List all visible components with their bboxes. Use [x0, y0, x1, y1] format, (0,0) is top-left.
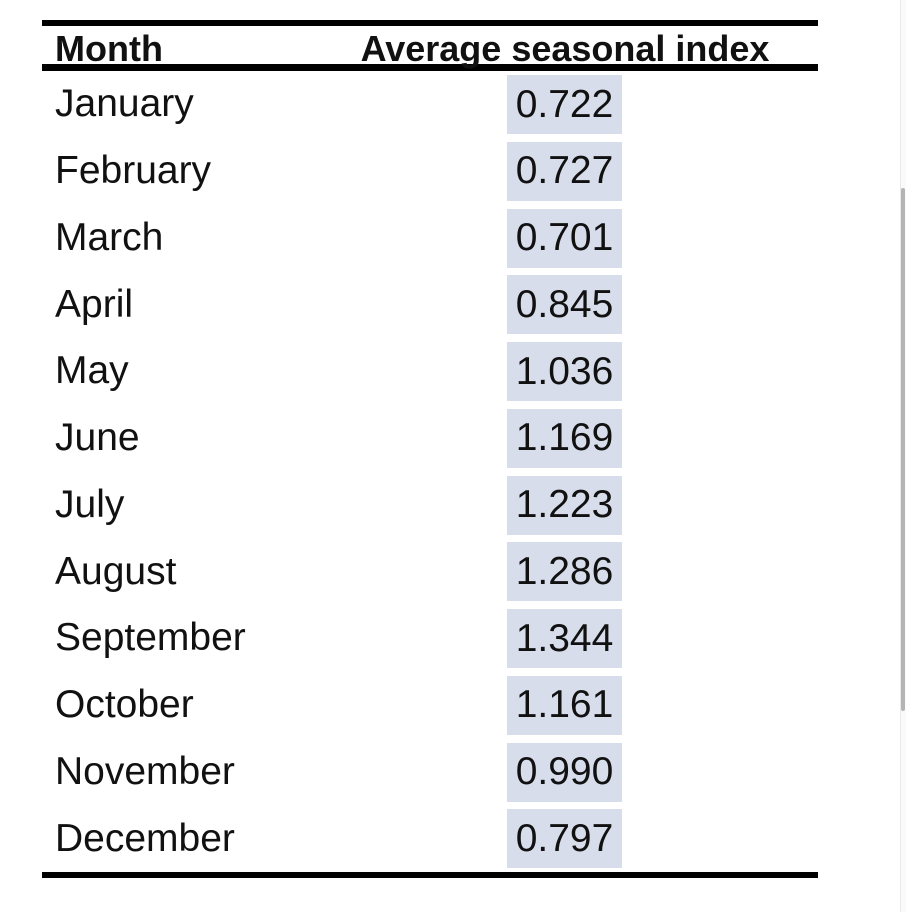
column-header-month: Month [55, 28, 163, 69]
table-row: April 0.845 [42, 271, 818, 338]
table-row: June 1.169 [42, 405, 818, 472]
month-label: January [55, 82, 194, 126]
month-label: September [55, 616, 246, 660]
table-row: December 0.797 [42, 805, 818, 872]
column-header-average-seasonal-index: Average seasonal index [360, 28, 770, 69]
value-cell: 1.036 [507, 342, 622, 401]
value-cell: 1.286 [507, 542, 622, 602]
table-body: January 0.722 February 0.727 March 0.701… [42, 71, 818, 872]
scrollbar-thumb[interactable] [901, 188, 905, 711]
value-cell: 1.223 [507, 475, 622, 535]
table-row: August 1.286 [42, 538, 818, 605]
value-cell: 0.727 [507, 141, 622, 201]
table-row: July 1.223 [42, 472, 818, 539]
table-row: February 0.727 [42, 138, 818, 205]
month-label: August [55, 549, 177, 593]
table-bottom-rule [42, 872, 818, 878]
table-row: March 0.701 [42, 205, 818, 272]
table-header: Month Average seasonal index [42, 26, 818, 71]
value-cell: 0.845 [507, 275, 622, 335]
month-label: May [55, 349, 129, 393]
month-label: July [55, 482, 125, 526]
month-label: December [55, 816, 235, 860]
month-label: June [55, 416, 140, 460]
month-label: November [55, 749, 235, 793]
value-cell: 0.701 [507, 208, 622, 268]
seasonal-index-table: Month Average seasonal index January 0.7… [42, 20, 818, 878]
value-cell: 0.722 [507, 75, 622, 134]
table-top-rule [42, 20, 818, 26]
value-cell: 0.990 [507, 742, 622, 802]
month-label: March [55, 215, 164, 259]
value-cell: 1.344 [507, 609, 622, 668]
value-cell: 1.169 [507, 408, 622, 468]
month-label: April [55, 282, 134, 326]
table-row: May 1.036 [42, 338, 818, 405]
table-row: January 0.722 [42, 71, 818, 138]
table-row: September 1.344 [42, 605, 818, 672]
table-row: October 1.161 [42, 672, 818, 739]
month-label: October [55, 683, 194, 727]
value-cell: 0.797 [507, 809, 622, 869]
table-row: November 0.990 [42, 739, 818, 806]
value-cell: 1.161 [507, 675, 622, 735]
month-label: February [55, 149, 212, 193]
vertical-scrollbar[interactable] [900, 0, 906, 912]
